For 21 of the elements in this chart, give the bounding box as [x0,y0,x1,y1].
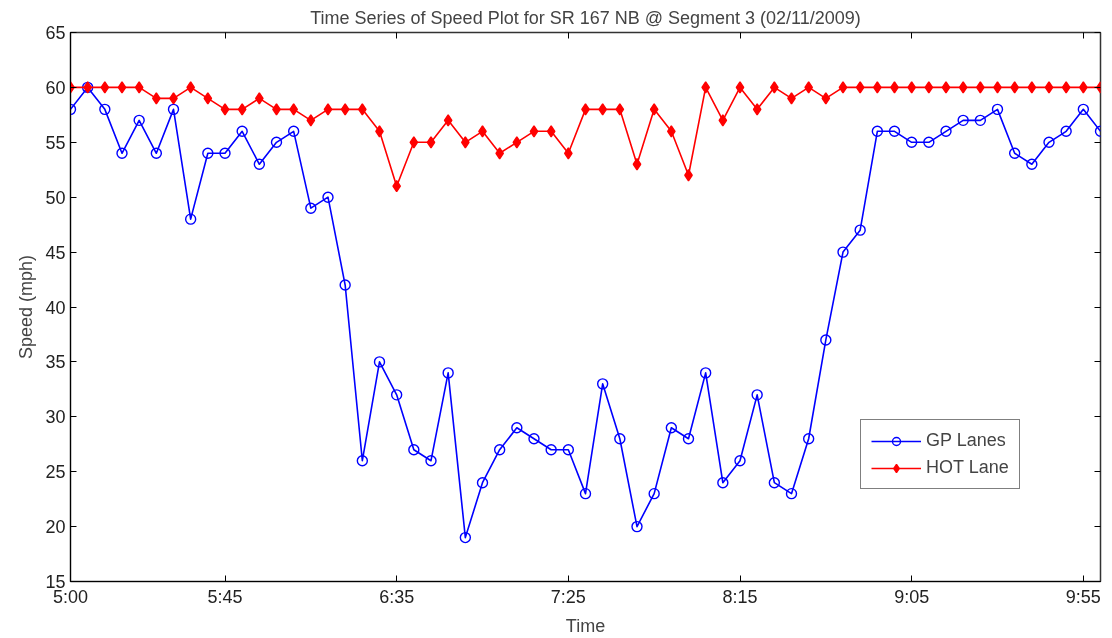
y-tick-label: 35 [45,352,66,373]
x-tick-label: 6:35 [379,586,415,607]
y-tick-label: 50 [45,187,66,208]
y-axis-title: Speed (mph) [16,254,37,360]
y-tick-label: 30 [45,407,66,428]
y-tick-label: 40 [45,297,66,318]
y-tick-label: 60 [45,77,66,98]
x-axis-title: Time [565,615,606,636]
y-tick-label: 25 [45,462,66,483]
x-tick-label: 5:45 [207,586,243,607]
y-tick-label: 20 [45,517,66,538]
x-tick-label: 9:55 [1065,586,1101,607]
legend-label: GP Lanes [926,430,1006,451]
chart-title: Time Series of Speed Plot for SR 167 NB @ Segment 3 (02/11/2009) [310,7,861,28]
y-tick-label: 55 [45,132,66,153]
x-tick-label: 9:05 [894,586,930,607]
y-tick-label: 45 [45,242,66,263]
x-tick-label: 7:25 [550,586,586,607]
y-tick-label: 65 [45,23,66,43]
x-tick-label: 8:15 [722,586,758,607]
legend-label: HOT Lane [926,457,1009,478]
